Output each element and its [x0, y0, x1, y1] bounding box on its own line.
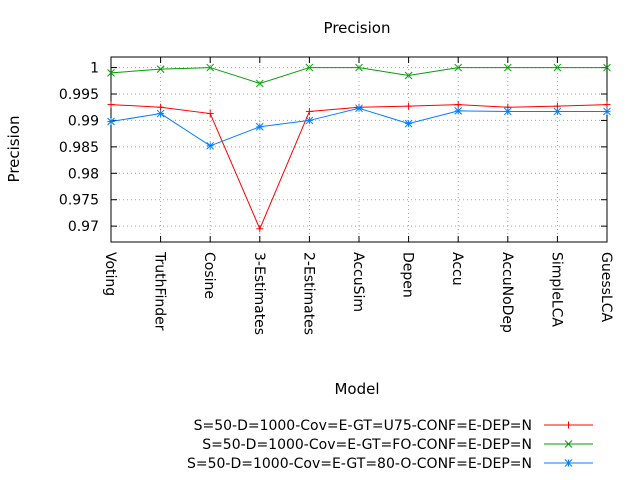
data-point: [255, 79, 264, 88]
data-point: [156, 109, 165, 118]
grid-lines: [111, 57, 607, 242]
x-tick-label: Accu: [449, 252, 465, 286]
data-point: [206, 63, 215, 72]
data-point: [206, 110, 214, 118]
series: [107, 63, 611, 88]
x-tick-label: AccuNoDep: [499, 252, 515, 333]
chart-title: Precision: [324, 19, 391, 37]
data-point: [107, 117, 115, 126]
series: [107, 104, 611, 150]
y-axis-title: Precision: [5, 116, 23, 183]
data-point: [553, 107, 562, 116]
data-point: [404, 119, 413, 128]
data-point: [305, 63, 314, 72]
legend-label: S=50-D=1000-Cov=E-GT=U75-CONF=E-DEP=N: [194, 418, 532, 434]
series-line: [110, 104, 608, 231]
plot-frame: [110, 56, 608, 243]
x-axis-title: Model: [334, 380, 379, 398]
x-tick-label: Depen: [400, 252, 416, 298]
data-point: [404, 71, 413, 80]
data-point: [603, 107, 611, 116]
x-tick-label: 2-Estimates: [300, 252, 316, 335]
y-tick-label: 0.99: [68, 113, 99, 129]
x-tick-label: GuessLCA: [598, 252, 614, 322]
legend-label: S=50-D=1000-Cov=E-GT=80-O-CONF=E-DEP=N: [187, 456, 532, 472]
x-axis-ticks: Voting TruthFinder Cosine 3-Estimates 2-Esti…: [102, 57, 614, 335]
data-point: [603, 63, 611, 72]
x-tick-label: 3-Estimates: [251, 252, 267, 335]
y-tick-label: 0.975: [59, 193, 99, 209]
data-point: [206, 141, 215, 150]
data-series: [107, 63, 611, 233]
data-point: [107, 101, 115, 109]
data-point: [157, 103, 165, 111]
data-point: [565, 421, 572, 429]
x-tick-label: TruthFinder: [152, 251, 168, 331]
data-point: [553, 63, 562, 72]
data-point: [405, 102, 413, 110]
data-point: [454, 107, 463, 115]
data-point: [355, 104, 363, 113]
y-tick-label: 0.97: [68, 219, 99, 235]
legend: S=50-D=1000-Cov=E-GT=U75-CONF=E-DEP=N S=5…: [187, 418, 593, 472]
data-point: [564, 459, 573, 467]
x-tick-label: AccuSim: [350, 252, 366, 312]
data-point: [256, 225, 264, 233]
y-tick-label: 0.995: [59, 87, 99, 103]
data-point: [503, 107, 512, 116]
data-point: [454, 63, 463, 72]
data-point: [564, 440, 573, 448]
y-axis-ticks: 0.97 0.975 0.98 0.985 0.99 0.995 1: [59, 61, 607, 235]
data-point: [355, 63, 363, 72]
data-point: [255, 122, 264, 131]
legend-label: S=50-D=1000-Cov=E-GT=FO-CONF=E-DEP=N: [202, 437, 532, 453]
data-point: [107, 69, 115, 77]
y-tick-label: 0.985: [59, 140, 99, 156]
data-point: [603, 101, 611, 109]
x-tick-label: Cosine: [201, 252, 217, 299]
data-point: [503, 63, 512, 72]
data-point: [156, 65, 165, 74]
x-tick-label: Voting: [102, 252, 118, 296]
data-point: [454, 101, 462, 109]
data-point: [305, 107, 313, 115]
y-tick-label: 0.98: [68, 166, 99, 182]
x-tick-label: SimpleLCA: [548, 252, 564, 327]
y-tick-label: 1: [90, 61, 99, 77]
data-point: [305, 116, 314, 125]
